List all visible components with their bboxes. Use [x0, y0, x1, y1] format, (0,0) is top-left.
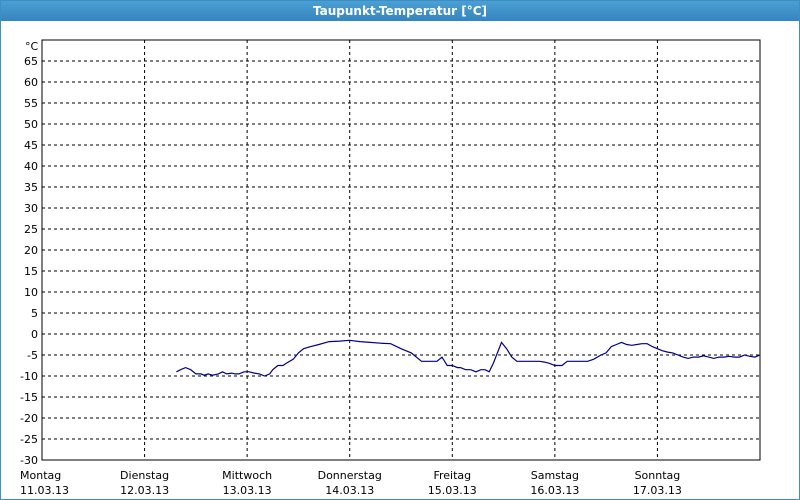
- x-tick-date-label: 11.03.13: [20, 484, 69, 497]
- y-axis-tick-labels: 65605550454035302520151050-5-10-15-20-25…: [20, 55, 38, 467]
- y-tick-label: 45: [24, 139, 38, 152]
- x-tick-day-label: Mittwoch: [222, 469, 272, 482]
- y-tick-label: 10: [24, 286, 38, 299]
- x-tick-day-label: Samstag: [531, 469, 579, 482]
- x-tick-day-label: Sonntag: [635, 469, 681, 482]
- y-tick-label: 20: [24, 244, 38, 257]
- y-tick-label: 35: [24, 181, 38, 194]
- y-tick-label: -10: [20, 370, 38, 383]
- y-tick-label: -20: [20, 412, 38, 425]
- y-tick-label: 25: [24, 223, 38, 236]
- vertical-grid: [144, 40, 658, 460]
- y-tick-label: 55: [24, 97, 38, 110]
- x-tick-date-label: 12.03.13: [120, 484, 169, 497]
- x-tick-date-label: 13.03.13: [223, 484, 272, 497]
- x-tick-date-label: 17.03.13: [633, 484, 682, 497]
- y-tick-label: 0: [31, 328, 38, 341]
- x-tick-date-label: 15.03.13: [428, 484, 477, 497]
- x-tick-date-label: 14.03.13: [325, 484, 374, 497]
- y-tick-label: 65: [24, 55, 38, 68]
- y-tick-label: -15: [20, 391, 38, 404]
- y-tick-label: 40: [24, 160, 38, 173]
- horizontal-grid: [42, 60, 760, 440]
- x-tick-date-label: 16.03.13: [530, 484, 579, 497]
- y-axis-unit-label: °C: [25, 40, 39, 53]
- y-tick-label: 60: [24, 76, 38, 89]
- y-tick-label: 5: [31, 307, 38, 320]
- series-line: [176, 339, 761, 377]
- y-tick-label: -30: [20, 454, 38, 467]
- x-tick-day-label: Montag: [20, 469, 61, 482]
- y-tick-label: 15: [24, 265, 38, 278]
- plot-area-border: [41, 39, 761, 461]
- y-tick-label: 30: [24, 202, 38, 215]
- y-tick-label: 50: [24, 118, 38, 131]
- x-tick-day-label: Freitag: [433, 469, 471, 482]
- y-tick-label: -5: [27, 349, 38, 362]
- y-tick-label: -25: [20, 433, 38, 446]
- x-axis-tick-labels: Montag 11.03.13 Dienstag 12.03.13 Mittwoch 13…: [20, 469, 682, 497]
- chart-title: Taupunkt-Temperatur [°C]: [1, 1, 799, 21]
- x-tick-day-label: Donnerstag: [318, 469, 382, 482]
- x-tick-day-label: Dienstag: [120, 469, 169, 482]
